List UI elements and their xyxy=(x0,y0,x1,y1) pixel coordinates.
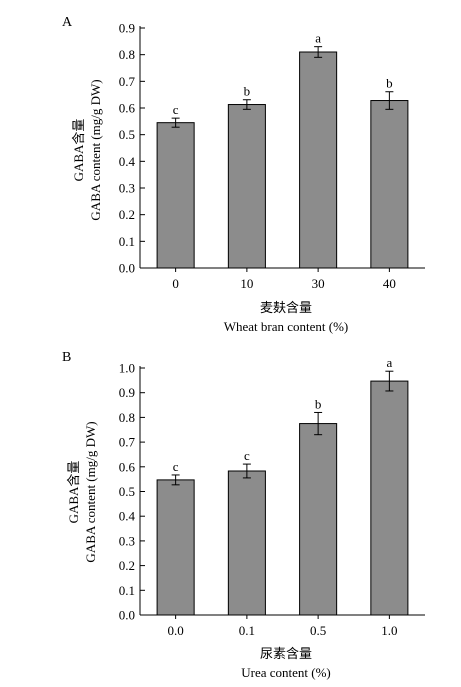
panel-b-label: B xyxy=(62,350,71,365)
panel-a-ylabel-en: GABA content (mg/g DW) xyxy=(88,79,103,220)
panel-a-significance-letter: b xyxy=(386,76,393,91)
panel-a-significance-labels: c b a b xyxy=(173,31,393,117)
panel-b-ytick-label: 0.1 xyxy=(119,583,135,598)
panel-b-xtick-label: 0.0 xyxy=(168,623,184,638)
panel-a-bar xyxy=(299,51,338,269)
panel-a-ytick-label: 0.3 xyxy=(119,181,135,196)
panel-b-ytick-label: 0.6 xyxy=(119,459,136,474)
panel-b-bar xyxy=(370,380,409,616)
panel-b-significance-labels: c c b a xyxy=(173,355,393,474)
panel-b-ytick-label: 0.0 xyxy=(119,608,135,623)
panel-b-ytick-label: 0.3 xyxy=(119,533,135,548)
panel-a-y-axis-label: GABA含量 GABA content (mg/g DW) xyxy=(71,79,103,220)
panel-b-xlabel-cn: 尿素含量 xyxy=(260,646,312,661)
panel-a-bars xyxy=(156,51,409,269)
panel-a-significance-letter: c xyxy=(173,102,179,117)
panel-a-ytick-label: 0.8 xyxy=(119,47,135,62)
panel-a-ytick-label: 0.9 xyxy=(119,21,135,36)
panel-b-ytick-label: 0.8 xyxy=(119,410,135,425)
panel-b-chart: B GABA含量 GABA content (mg/g DW) 0.00.10.… xyxy=(62,350,425,680)
panel-a-ytick-label: 0.6 xyxy=(119,101,136,116)
panel-b-ylabel-cn: GABA含量 xyxy=(66,461,81,524)
panel-a-bar xyxy=(227,104,266,269)
panel-b-bar xyxy=(227,470,266,616)
panel-a-ytick-label: 0.2 xyxy=(119,207,135,222)
panel-b-significance-letter: a xyxy=(386,355,392,370)
panel-b-ytick-label: 0.5 xyxy=(119,484,135,499)
panel-a-axes xyxy=(139,26,425,269)
panel-b-error-bars xyxy=(171,370,394,486)
panel-b-xlabel-en: Urea content (%) xyxy=(241,665,331,680)
panel-b-y-axis-label: GABA含量 GABA content (mg/g DW) xyxy=(66,421,98,562)
panel-a-y-ticks: 0.0 0.1 0.2 0.3 0.4 0.5 0.6 0.7 0.8 0.9 xyxy=(119,21,145,276)
panel-b-ytick-label: 0.7 xyxy=(119,435,136,450)
panel-b-xtick-label: 1.0 xyxy=(381,623,397,638)
panel-a-xlabel-en: Wheat bran content (%) xyxy=(224,319,349,334)
panel-b-xtick-label: 0.1 xyxy=(239,623,255,638)
panel-b-significance-letter: b xyxy=(315,396,322,411)
panel-b-ylabel-en: GABA content (mg/g DW) xyxy=(83,421,98,562)
panel-b-bars xyxy=(156,380,409,616)
panel-a-label: A xyxy=(62,15,73,30)
panel-b-ytick-label: 0.2 xyxy=(119,558,135,573)
panel-b-bar xyxy=(156,479,195,616)
panel-a-ytick-label: 0.0 xyxy=(119,261,135,276)
panel-b-ytick-label: 1.0 xyxy=(119,361,135,376)
panel-b-axes xyxy=(139,366,425,616)
panel-b-ytick-label: 0.4 xyxy=(119,509,136,524)
panel-a-xtick-label: 30 xyxy=(312,276,325,291)
panel-a-xlabel-cn: 麦麸含量 xyxy=(260,300,312,315)
panel-a-x-ticks: 0 10 30 40 xyxy=(172,268,396,291)
panel-a-chart: A GABA含量 GABA content (mg/g DW) 0.00.10.… xyxy=(62,15,425,334)
panel-a-ytick-label: 0.1 xyxy=(119,234,135,249)
panel-b-ytick-label: 0.9 xyxy=(119,385,135,400)
panel-b-xtick-label: 0.5 xyxy=(310,623,326,638)
panel-a-ytick-label: 0.7 xyxy=(119,74,136,89)
panel-a-bar xyxy=(370,100,409,269)
panel-b-significance-letter: c xyxy=(244,448,250,463)
panel-b-x-ticks: 0.0 0.1 0.5 1.0 xyxy=(168,615,398,638)
panel-a-ytick-label: 0.5 xyxy=(119,127,135,142)
panel-a-error-bars xyxy=(171,46,394,128)
panel-a-xtick-label: 10 xyxy=(240,276,253,291)
panel-a-ytick-label: 0.4 xyxy=(119,154,136,169)
panel-b-y-ticks: 0.0 0.1 0.2 0.3 0.4 0.5 0.6 0.7 0.8 0.9 1.0 xyxy=(119,361,145,623)
panel-a-significance-letter: b xyxy=(244,84,251,99)
panel-a-xtick-label: 40 xyxy=(383,276,396,291)
panel-b-bar xyxy=(299,423,338,616)
panel-a-xtick-label: 0 xyxy=(172,276,179,291)
panel-a-bar xyxy=(156,122,195,269)
panel-a-significance-letter: a xyxy=(315,31,321,46)
panel-b-significance-letter: c xyxy=(173,459,179,474)
panel-a-ylabel-cn: GABA含量 xyxy=(71,119,86,182)
